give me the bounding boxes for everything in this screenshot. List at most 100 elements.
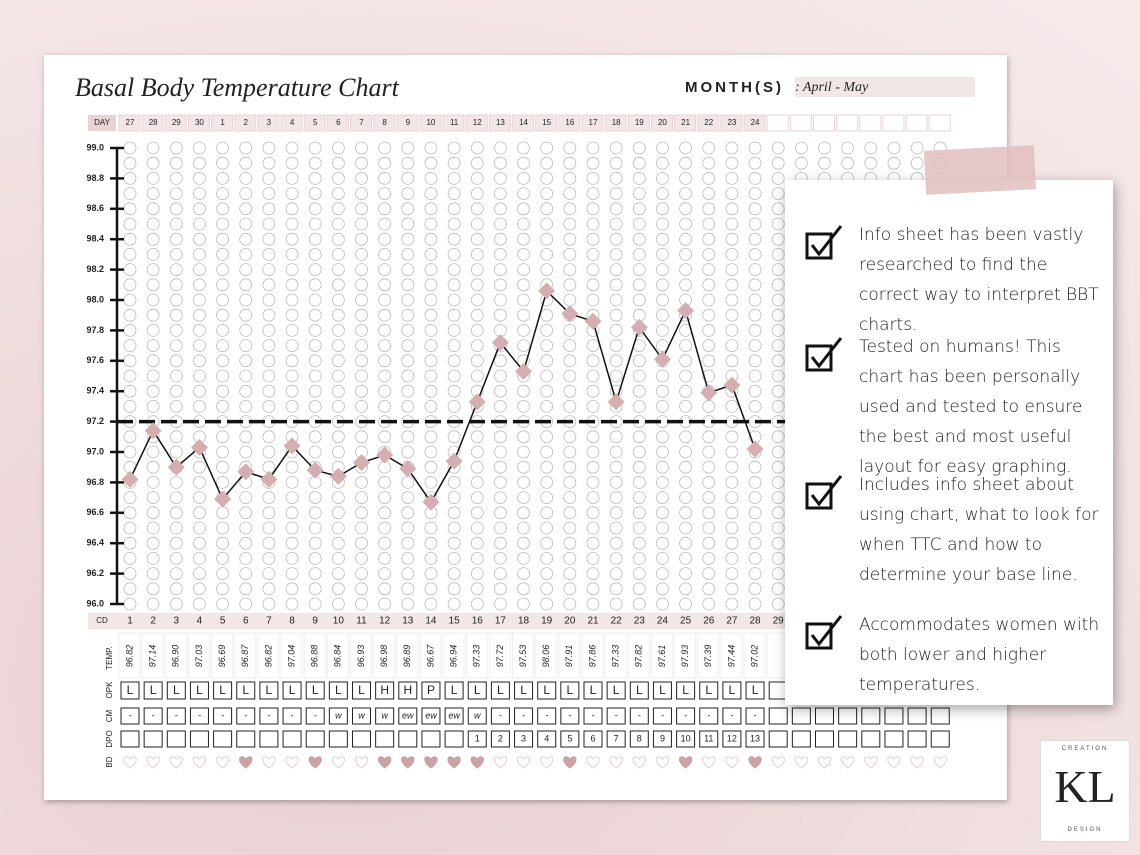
row-label: TEMP. <box>105 646 114 669</box>
grid-circle <box>401 369 415 383</box>
grid-circle <box>632 521 646 535</box>
grid-circle <box>771 217 785 231</box>
grid-circle <box>447 354 461 368</box>
grid-circle <box>401 354 415 368</box>
grid-circle <box>656 278 669 292</box>
grid-circle <box>563 339 577 353</box>
grid-circle <box>517 521 530 535</box>
grid-circle <box>771 445 785 459</box>
grid-circle <box>378 247 392 261</box>
cm-label: ew <box>425 710 437 720</box>
y-tick-label: 96.6 <box>86 507 104 517</box>
grid-circle <box>262 384 276 398</box>
grid-circle <box>517 323 530 337</box>
grid-circle <box>401 552 415 565</box>
grid-circle <box>540 247 554 261</box>
grid-circle <box>378 384 392 398</box>
grid-circle <box>123 521 137 535</box>
temp-label: 97.86 <box>587 645 597 668</box>
dpo-cell <box>838 730 858 748</box>
grid-circle <box>702 217 716 231</box>
grid-circle <box>563 521 577 535</box>
grid-circle <box>679 278 692 292</box>
grid-circle <box>216 339 230 353</box>
grid-circle <box>308 187 322 201</box>
grid-circle <box>725 339 739 353</box>
grid-circle <box>308 445 322 459</box>
grid-circle <box>193 399 206 413</box>
grid-circle <box>285 384 299 398</box>
grid-circle <box>239 323 253 337</box>
grid-circle <box>308 308 322 322</box>
bd-heart <box>192 756 207 769</box>
grid-circle <box>146 293 160 307</box>
grid-circle <box>285 582 299 596</box>
grid-circle <box>771 597 785 611</box>
bd-heart <box>840 756 855 769</box>
grid-circle <box>656 293 669 307</box>
grid-circle <box>725 536 739 550</box>
grid-circle <box>656 141 669 155</box>
opk-label: L <box>266 683 273 697</box>
grid-circle <box>193 293 206 307</box>
dpo-cell <box>861 730 881 748</box>
grid-circle <box>656 536 669 550</box>
grid-circle <box>725 567 739 580</box>
grid-circle <box>794 141 808 155</box>
grid-circle <box>470 263 484 277</box>
grid-circle <box>656 369 669 383</box>
grid-circle <box>424 263 438 277</box>
grid-circle <box>401 217 415 231</box>
grid-circle <box>146 399 160 413</box>
grid-circle <box>563 491 577 505</box>
grid-circle <box>123 247 137 261</box>
grid-circle <box>656 323 669 337</box>
grid-circle <box>632 384 646 398</box>
bd-heart <box>169 756 183 769</box>
grid-circle <box>308 141 322 155</box>
grid-circle <box>378 293 392 307</box>
grid-circle <box>679 506 692 520</box>
grid-circle <box>239 399 253 413</box>
grid-circle <box>193 582 206 596</box>
grid-circle <box>331 430 345 444</box>
grid-circle <box>493 597 507 611</box>
grid-circle <box>378 582 392 596</box>
grid-circle <box>748 521 762 535</box>
grid-circle <box>331 293 345 307</box>
grid-circle <box>470 202 484 216</box>
grid-circle <box>447 491 461 505</box>
grid-circle <box>355 141 368 155</box>
opk-label: L <box>520 683 527 697</box>
grid-circle <box>632 536 646 550</box>
dpo-label: 12 <box>727 733 737 743</box>
grid-circle <box>355 217 368 231</box>
grid-circle <box>239 582 253 596</box>
grid-circle <box>679 232 692 246</box>
opk-label: L <box>659 683 666 697</box>
grid-circle <box>401 308 415 322</box>
grid-circle <box>239 491 253 505</box>
temp-label: 96.84 <box>333 645 343 668</box>
grid-circle <box>285 597 299 611</box>
grid-circle <box>725 506 739 520</box>
grid-circle <box>725 141 739 155</box>
dpo-label: 7 <box>614 733 619 743</box>
grid-circle <box>401 187 415 201</box>
temp-label: 96.67 <box>425 644 435 668</box>
day-cell <box>697 114 720 132</box>
grid-circle <box>656 308 669 322</box>
cd-label: 16 <box>472 616 484 627</box>
grid-circle <box>748 369 762 383</box>
grid-circle <box>355 506 368 520</box>
temp-label: 98.06 <box>541 645 551 668</box>
grid-circle <box>262 308 276 322</box>
grid-circle <box>656 597 669 611</box>
grid-circle <box>146 232 160 246</box>
grid-circle <box>308 232 322 246</box>
opk-label: L <box>335 683 342 697</box>
grid-circle <box>308 582 322 596</box>
dpo-cell <box>676 730 696 748</box>
dpo-cell <box>791 730 811 748</box>
grid-circle <box>470 247 484 261</box>
